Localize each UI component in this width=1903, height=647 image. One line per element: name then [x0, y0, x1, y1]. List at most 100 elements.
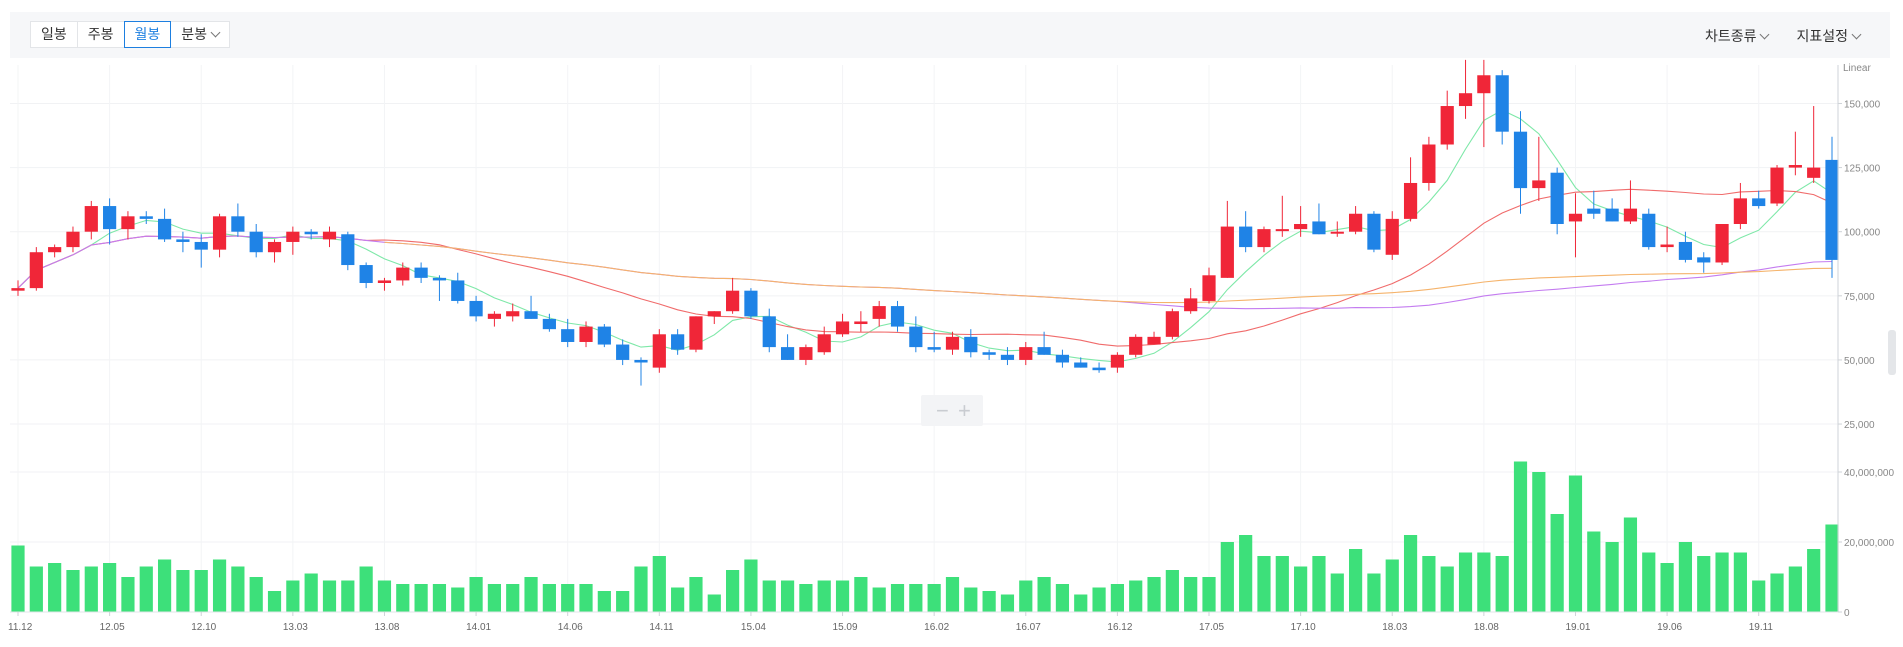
volume-bar [1770, 573, 1784, 612]
candle [341, 234, 355, 266]
time-tick-label: 19.01 [1565, 622, 1590, 633]
volume-bar [1788, 566, 1802, 612]
volume-bar [487, 584, 502, 612]
volume-bar [1752, 580, 1766, 612]
volume-bar [1660, 563, 1674, 612]
time-tick-label: 15.09 [833, 622, 858, 633]
candle [707, 311, 721, 317]
time-tick-label: 16.12 [1107, 622, 1132, 633]
candle [652, 334, 666, 368]
volume-bar [707, 594, 721, 612]
candle [29, 252, 43, 289]
grid-lines [10, 65, 1838, 613]
candle [1275, 229, 1289, 232]
volume-bar [139, 566, 153, 612]
chart-type-menu[interactable]: 차트종류 [1705, 26, 1770, 46]
candle [1660, 244, 1674, 248]
axes: Linear 25,000 50,000 75,000 100,000 125,000 1… [8, 63, 1894, 633]
candle [1587, 208, 1601, 214]
volume-bar [1440, 566, 1454, 612]
candle [1697, 257, 1711, 263]
volume-bar [909, 584, 923, 612]
volume-bar [194, 570, 208, 612]
candle [634, 359, 648, 363]
candle [1477, 75, 1491, 94]
candle [377, 280, 392, 283]
volume-bar [1000, 594, 1015, 612]
volume-bar [780, 580, 795, 612]
scroll-handle[interactable] [1888, 330, 1896, 375]
candle [176, 239, 190, 242]
volume-bar [359, 566, 373, 612]
volume-bar [726, 570, 740, 612]
candle [1000, 354, 1015, 360]
candle [945, 336, 960, 350]
volume-bar [1092, 587, 1106, 612]
volume-bar [671, 587, 685, 612]
candle [267, 241, 282, 253]
volume-bar [579, 584, 593, 612]
time-tick-label: 16.07 [1016, 622, 1041, 633]
volume-bar [1110, 584, 1124, 612]
candle [835, 321, 850, 335]
volume-bar [799, 584, 813, 612]
volume-bar [1733, 552, 1747, 612]
volume-bar [1037, 577, 1051, 612]
tab-daily[interactable]: 일봉 [30, 21, 78, 48]
price-tick-label: 125,000 [1844, 164, 1881, 175]
indicator-menu[interactable]: 지표설정 [1796, 26, 1862, 46]
candle [1074, 362, 1088, 368]
candle [1825, 159, 1839, 260]
volume-bar [451, 587, 465, 612]
moving-average-lines [17, 109, 1833, 363]
time-tick-label: 18.08 [1474, 622, 1499, 633]
volume-bar [835, 580, 850, 612]
candle [909, 326, 923, 348]
candle [744, 290, 758, 317]
zoom-out-button[interactable]: − [936, 398, 949, 423]
time-tick-label: 19.06 [1657, 622, 1682, 633]
volume-bar [506, 584, 520, 612]
volume-bar [616, 591, 630, 612]
volume-bar [1257, 556, 1271, 612]
candle [1788, 165, 1802, 168]
candle [1165, 311, 1179, 337]
candle [48, 247, 62, 253]
candle [1403, 182, 1418, 219]
candle [1568, 213, 1583, 222]
volume-bar [762, 580, 776, 612]
candle [1642, 213, 1656, 248]
volume-bar [1477, 552, 1491, 612]
volume-bar [84, 566, 98, 612]
minute-dropdown[interactable]: 분봉 [170, 21, 231, 48]
volume-bar [1715, 552, 1729, 612]
volume-bar [432, 584, 447, 612]
price-tick-label: 75,000 [1844, 292, 1875, 303]
volume-bar [377, 580, 392, 612]
volume-bar [1367, 573, 1381, 612]
time-tick-label: 18.03 [1382, 622, 1407, 633]
candle [506, 311, 520, 317]
volume-bar [1623, 517, 1638, 612]
volume-bar [48, 563, 62, 612]
volume-bar [286, 580, 300, 612]
candle [1257, 229, 1271, 248]
volume-bar [396, 584, 410, 612]
zoom-in-button[interactable]: + [958, 398, 971, 423]
time-tick-label: 17.05 [1199, 622, 1224, 633]
time-tick-label: 12.10 [191, 622, 216, 633]
candle [1532, 180, 1546, 189]
candle [1623, 208, 1638, 222]
candle [1605, 208, 1619, 222]
candle [1110, 354, 1124, 368]
candle [11, 288, 25, 291]
scale-label: Linear [1843, 63, 1871, 74]
volume-bar [1605, 542, 1619, 612]
candle [1733, 198, 1747, 225]
volume-bar [1330, 573, 1344, 612]
candle [817, 334, 831, 353]
ma-60-line [17, 235, 1833, 310]
candle [212, 216, 227, 250]
tab-monthly[interactable]: 월봉 [123, 21, 172, 48]
